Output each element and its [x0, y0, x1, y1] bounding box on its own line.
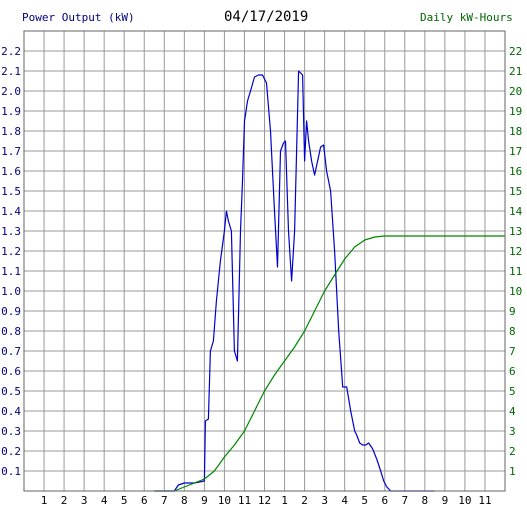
left-axis-tick-label: 0.4	[1, 405, 21, 418]
right-axis-tick-label: 21	[509, 65, 522, 78]
left-axis-tick-labels: 0.1 0.2 0.3 0.4 0.5 0.6 0.7 0.8 0.9 1.0 1.1 1.2 1.3 1…	[1, 45, 21, 478]
x-axis-tick-label: 1	[281, 494, 288, 507]
right-axis-tick-label: 22	[509, 45, 522, 58]
grid-lines	[24, 31, 505, 491]
left-axis-tick-label: 2.2	[1, 45, 21, 58]
plot-frame	[23, 30, 506, 492]
x-axis-tick-label: 5	[361, 494, 368, 507]
left-axis-tick-label: 1.7	[1, 145, 21, 158]
left-axis-tick-label: 0.2	[1, 445, 21, 458]
right-axis-tick-label: 19	[509, 105, 522, 118]
right-axis-tick-label: 12	[509, 245, 522, 258]
right-axis-tick-label: 18	[509, 125, 522, 138]
x-axis-tick-label: 4	[101, 494, 108, 507]
left-axis-tick-label: 2.0	[1, 85, 21, 98]
x-axis-tick-label: 12	[258, 494, 271, 507]
right-axis-tick-label: 6	[509, 365, 516, 378]
right-axis-tick-label: 5	[509, 385, 516, 398]
left-axis-tick-label: 1.9	[1, 105, 21, 118]
x-axis-tick-label: 8	[181, 494, 188, 507]
x-axis-tick-label: 2	[61, 494, 68, 507]
right-axis-tick-label: 11	[509, 265, 522, 278]
x-axis-tick-label: 11	[238, 494, 251, 507]
right-axis-tick-label: 14	[509, 205, 523, 218]
x-axis-tick-label: 5	[121, 494, 128, 507]
right-axis-tick-label: 1	[509, 465, 516, 478]
right-axis-title: Daily kW-Hours	[420, 11, 513, 24]
left-axis-tick-label: 0.7	[1, 345, 21, 358]
x-axis-tick-label: 10	[458, 494, 471, 507]
right-axis-tick-label: 7	[509, 345, 516, 358]
left-axis-tick-label: 1.4	[1, 205, 21, 218]
right-axis-tick-label: 15	[509, 185, 522, 198]
right-axis-tick-label: 4	[509, 405, 516, 418]
left-axis-tick-label: 1.6	[1, 165, 21, 178]
x-axis-tick-label: 10	[218, 494, 231, 507]
x-axis-tick-label: 2	[301, 494, 308, 507]
left-axis-tick-label: 1.8	[1, 125, 21, 138]
x-axis-tick-label: 8	[422, 494, 429, 507]
power-output-line	[154, 70, 435, 492]
left-axis-tick-label: 0.6	[1, 365, 21, 378]
left-axis-title: Power Output (kW)	[22, 11, 135, 24]
x-axis-tick-label: 6	[141, 494, 148, 507]
x-axis-tick-label: 9	[201, 494, 208, 507]
x-axis-tick-label: 4	[341, 494, 348, 507]
x-axis-tick-label: 3	[81, 494, 88, 507]
right-axis-tick-label: 13	[509, 225, 522, 238]
x-axis-tick-label: 7	[161, 494, 168, 507]
right-axis-tick-label: 20	[509, 85, 522, 98]
left-axis-tick-label: 1.5	[1, 185, 21, 198]
left-axis-tick-label: 1.3	[1, 225, 21, 238]
left-axis-tick-label: 0.5	[1, 385, 21, 398]
left-axis-tick-label: 0.3	[1, 425, 21, 438]
x-axis-tick-label: 1	[41, 494, 48, 507]
x-axis-tick-label: 11	[478, 494, 491, 507]
right-axis-tick-label: 10	[509, 285, 522, 298]
right-axis-tick-label: 2	[509, 445, 516, 458]
chart-date-title: 04/17/2019	[224, 9, 309, 25]
x-axis-tick-label: 9	[442, 494, 449, 507]
left-axis-tick-label: 1.2	[1, 245, 21, 258]
x-axis-tick-labels: 1 2 3 4 5 6 7 8 9 10 11 12 1 2 3 4 5 6 7 8 9 10 11	[41, 494, 492, 507]
x-axis-tick-label: 6	[381, 494, 388, 507]
right-axis-tick-label: 9	[509, 305, 516, 318]
right-axis-tick-label: 17	[509, 145, 522, 158]
right-axis-tick-label: 8	[509, 325, 516, 338]
left-axis-tick-label: 1.0	[1, 285, 21, 298]
x-axis-tick-label: 7	[401, 494, 408, 507]
daily-kwh-line	[154, 235, 505, 492]
series-lines	[154, 70, 505, 492]
right-axis-tick-label: 3	[509, 425, 516, 438]
x-axis-tick-label: 3	[321, 494, 328, 507]
left-axis-tick-label: 0.9	[1, 305, 21, 318]
left-axis-tick-label: 2.1	[1, 65, 21, 78]
right-axis-tick-label: 16	[509, 165, 522, 178]
left-axis-tick-label: 0.8	[1, 325, 21, 338]
left-axis-tick-label: 1.1	[1, 265, 21, 278]
left-axis-tick-label: 0.1	[1, 465, 21, 478]
